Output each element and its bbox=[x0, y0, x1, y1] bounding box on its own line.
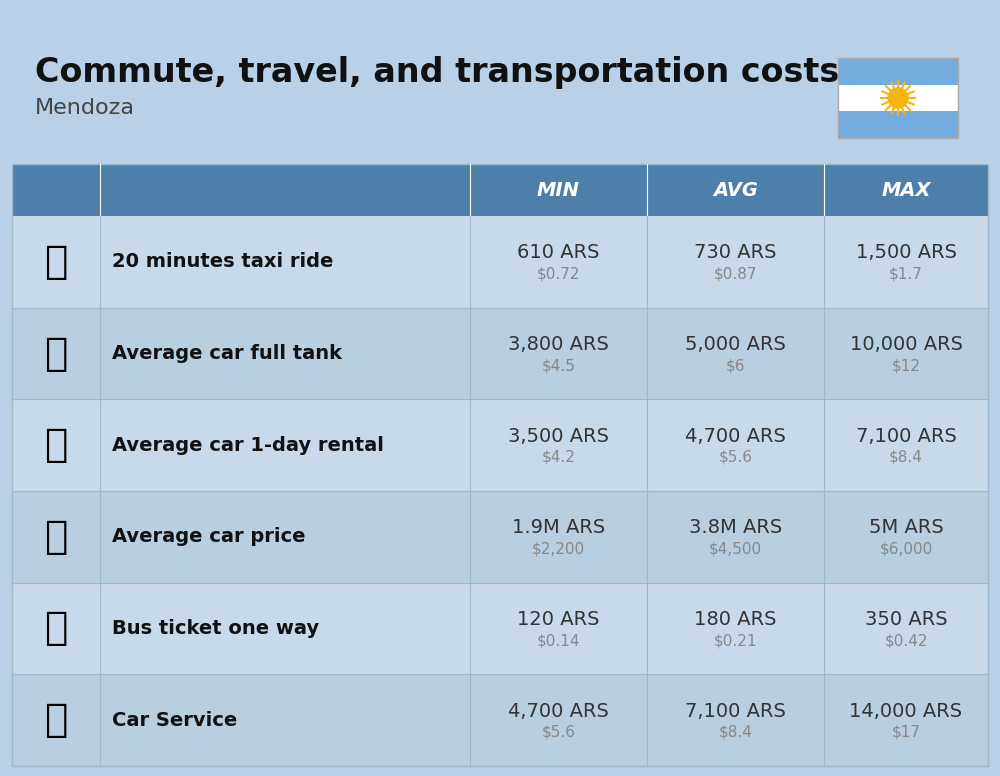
Circle shape bbox=[888, 88, 908, 108]
Text: $0.21: $0.21 bbox=[714, 633, 757, 648]
Text: MIN: MIN bbox=[537, 181, 580, 199]
Text: Mendoza: Mendoza bbox=[35, 98, 135, 118]
Text: 5M ARS: 5M ARS bbox=[869, 518, 943, 537]
Bar bbox=[838, 58, 958, 138]
Bar bbox=[12, 674, 988, 766]
Text: 🔧: 🔧 bbox=[44, 702, 68, 740]
Bar bbox=[12, 164, 988, 216]
Text: ⛽: ⛽ bbox=[44, 334, 68, 372]
Text: $1.7: $1.7 bbox=[889, 266, 923, 282]
Text: 14,000 ARS: 14,000 ARS bbox=[849, 702, 963, 721]
Text: 3.8M ARS: 3.8M ARS bbox=[689, 518, 782, 537]
Text: $5.6: $5.6 bbox=[718, 449, 753, 465]
Text: 610 ARS: 610 ARS bbox=[517, 244, 600, 262]
Text: 1.9M ARS: 1.9M ARS bbox=[512, 518, 605, 537]
Text: 7,100 ARS: 7,100 ARS bbox=[856, 427, 956, 445]
Text: 🚌: 🚌 bbox=[44, 609, 68, 647]
Text: 🚗: 🚗 bbox=[44, 518, 68, 556]
Text: Car Service: Car Service bbox=[112, 711, 237, 729]
Bar bbox=[12, 400, 988, 491]
Text: 3,500 ARS: 3,500 ARS bbox=[508, 427, 609, 445]
Text: $8.4: $8.4 bbox=[889, 449, 923, 465]
Text: 5,000 ARS: 5,000 ARS bbox=[685, 335, 786, 354]
Text: $4.2: $4.2 bbox=[542, 449, 575, 465]
Text: $4,500: $4,500 bbox=[709, 542, 762, 556]
Bar bbox=[0, 0, 1000, 156]
Text: 120 ARS: 120 ARS bbox=[517, 610, 600, 629]
Text: 10,000 ARS: 10,000 ARS bbox=[850, 335, 962, 354]
Text: Bus ticket one way: Bus ticket one way bbox=[112, 619, 319, 638]
Text: $0.87: $0.87 bbox=[714, 266, 757, 282]
Text: $2,200: $2,200 bbox=[532, 542, 585, 556]
Bar bbox=[12, 583, 988, 674]
Text: $4.5: $4.5 bbox=[542, 358, 575, 373]
Text: $5.6: $5.6 bbox=[542, 725, 576, 740]
Text: $0.42: $0.42 bbox=[884, 633, 928, 648]
Text: AVG: AVG bbox=[713, 181, 758, 199]
Text: Average car price: Average car price bbox=[112, 528, 306, 546]
Text: 730 ARS: 730 ARS bbox=[694, 244, 777, 262]
Text: 🚕: 🚕 bbox=[44, 243, 68, 281]
Text: 🚙: 🚙 bbox=[44, 426, 68, 464]
Text: 1,500 ARS: 1,500 ARS bbox=[856, 244, 956, 262]
Text: 4,700 ARS: 4,700 ARS bbox=[508, 702, 609, 721]
Bar bbox=[838, 85, 958, 111]
Text: $0.14: $0.14 bbox=[537, 633, 580, 648]
Text: $6,000: $6,000 bbox=[879, 542, 933, 556]
Bar bbox=[12, 164, 988, 766]
Bar bbox=[12, 491, 988, 583]
Text: 180 ARS: 180 ARS bbox=[694, 610, 777, 629]
Text: $8.4: $8.4 bbox=[719, 725, 752, 740]
Text: 3,800 ARS: 3,800 ARS bbox=[508, 335, 609, 354]
Text: $12: $12 bbox=[892, 358, 920, 373]
Text: 350 ARS: 350 ARS bbox=[865, 610, 947, 629]
Text: 20 minutes taxi ride: 20 minutes taxi ride bbox=[112, 252, 333, 272]
Text: 4,700 ARS: 4,700 ARS bbox=[685, 427, 786, 445]
Text: Average car 1-day rental: Average car 1-day rental bbox=[112, 435, 384, 455]
Text: 7,100 ARS: 7,100 ARS bbox=[685, 702, 786, 721]
Text: $0.72: $0.72 bbox=[537, 266, 580, 282]
Text: $6: $6 bbox=[726, 358, 745, 373]
Bar bbox=[12, 216, 988, 307]
Text: Average car full tank: Average car full tank bbox=[112, 344, 342, 363]
Bar bbox=[838, 58, 958, 85]
Text: MAX: MAX bbox=[881, 181, 931, 199]
Text: $17: $17 bbox=[892, 725, 920, 740]
Bar bbox=[838, 111, 958, 138]
Text: Commute, travel, and transportation costs: Commute, travel, and transportation cost… bbox=[35, 56, 839, 89]
Bar bbox=[12, 307, 988, 400]
